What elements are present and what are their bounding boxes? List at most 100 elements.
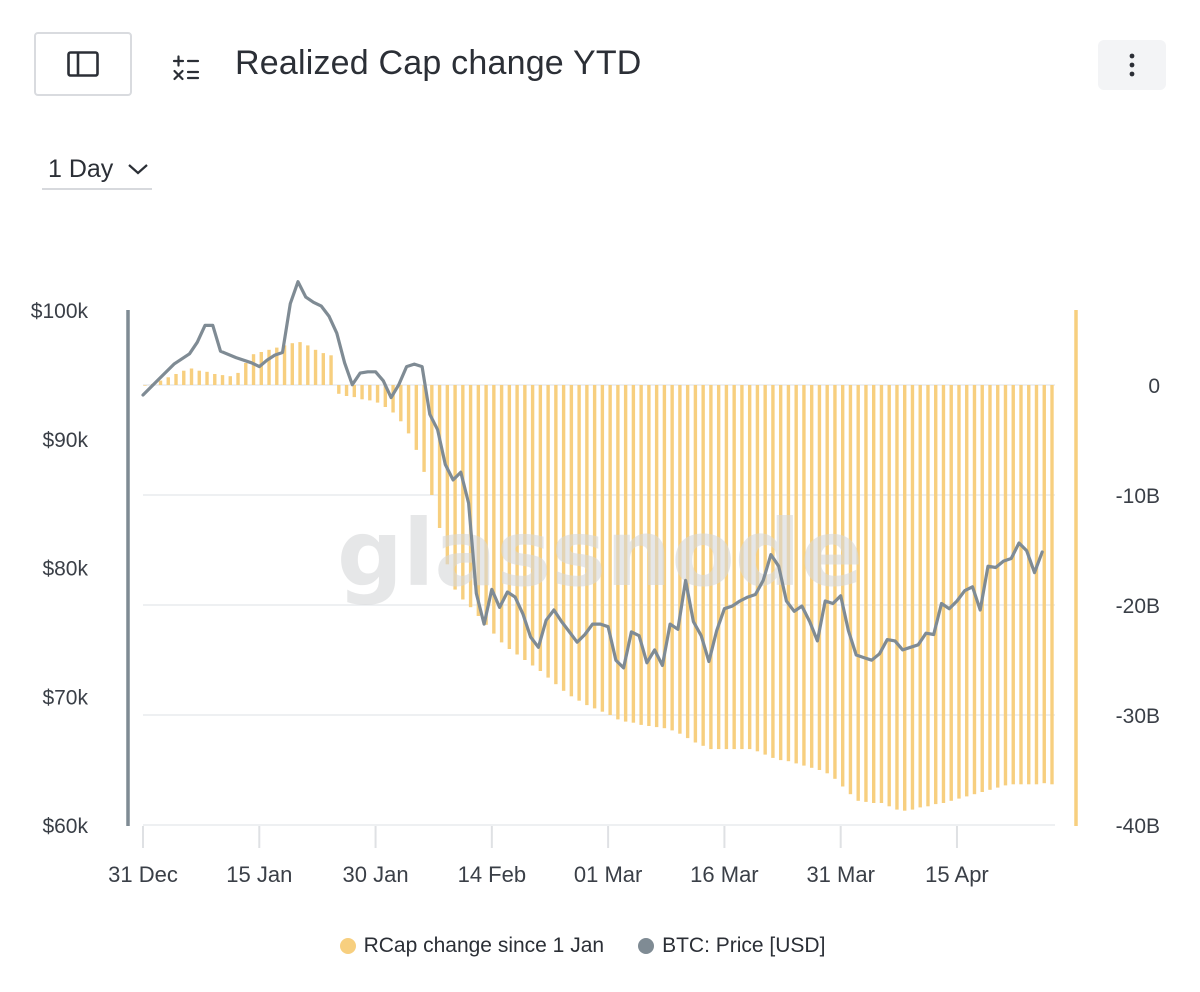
x-axis-tick-label: 30 Jan: [343, 862, 409, 887]
bar: [182, 370, 186, 385]
bar: [492, 385, 496, 634]
x-axis-tick-label: 16 Mar: [690, 862, 758, 887]
bar: [895, 385, 899, 810]
bar: [856, 385, 860, 801]
more-options-button[interactable]: [1098, 40, 1166, 90]
bar: [399, 385, 403, 422]
bar: [236, 372, 240, 385]
bar: [337, 385, 341, 394]
bar: [290, 343, 294, 385]
bar: [329, 355, 333, 385]
bar: [848, 385, 853, 795]
bar: [461, 385, 465, 600]
bar: [724, 385, 729, 750]
bar: [1050, 385, 1054, 785]
bar: [631, 385, 636, 723]
bar: [864, 385, 868, 802]
price-series-line: [141, 280, 1044, 670]
bar: [546, 385, 550, 678]
bar: [213, 374, 217, 385]
bar: [685, 385, 690, 739]
calculator-icon: [172, 55, 200, 81]
bar: [220, 375, 225, 385]
bar: [484, 385, 488, 625]
right-axis-tick-label: -30B: [1116, 705, 1160, 728]
bar: [422, 385, 426, 472]
bar: [980, 385, 984, 792]
page-title: Realized Cap change YTD: [235, 44, 642, 82]
bar: [430, 385, 434, 495]
bar: [515, 385, 519, 655]
bar: [259, 352, 263, 385]
bar: [577, 385, 581, 701]
bar: [716, 385, 721, 750]
bar: [554, 385, 558, 685]
sidebar-toggle-button[interactable]: [34, 32, 132, 96]
right-axis-tick-label: -20B: [1116, 595, 1160, 618]
bar: [267, 349, 271, 385]
bar: [375, 385, 380, 403]
calculator-button[interactable]: [166, 48, 206, 88]
bar: [934, 385, 938, 805]
bar: [794, 385, 798, 764]
bar: [530, 385, 535, 666]
bar: [647, 385, 651, 726]
left-axis-tick-label: $90k: [42, 429, 88, 452]
rcap-bars: [143, 342, 1054, 811]
bar: [840, 385, 845, 787]
bar: [918, 385, 922, 808]
bar: [538, 385, 543, 671]
bar: [949, 385, 953, 801]
bar: [709, 385, 713, 750]
bar: [228, 376, 232, 385]
bar: [747, 385, 752, 750]
bar: [771, 385, 775, 758]
bar: [251, 354, 256, 385]
sidebar-panel-icon: [67, 51, 99, 77]
bar: [275, 347, 279, 385]
bar: [383, 385, 388, 407]
right-axis-tick-label: -10B: [1116, 485, 1160, 508]
bar: [732, 385, 736, 750]
bar: [887, 385, 891, 807]
legend-item-rcap[interactable]: RCap change since 1 Jan: [339, 934, 604, 958]
bar: [701, 385, 705, 746]
legend-swatch-rcap: [339, 938, 356, 954]
resolution-value: 1 Day: [48, 154, 114, 183]
bar: [693, 385, 698, 743]
bar: [988, 385, 992, 790]
bar: [600, 385, 605, 712]
bar: [445, 385, 450, 565]
x-axis-tick-label: 31 Dec: [108, 862, 178, 887]
bar: [910, 385, 915, 810]
bar: [926, 385, 930, 807]
bar: [1042, 385, 1046, 784]
bar: [313, 349, 318, 385]
legend-item-price[interactable]: BTC: Price [USD]: [638, 934, 825, 958]
bar: [523, 385, 527, 660]
bar: [344, 385, 349, 396]
bar: [205, 371, 209, 385]
bar: [166, 377, 170, 385]
bar: [282, 345, 287, 385]
bar: [197, 370, 201, 385]
x-axis-tick-label: 15 Jan: [226, 862, 292, 887]
bar: [786, 385, 791, 762]
bar: [809, 385, 814, 768]
bar: [189, 368, 194, 385]
resolution-select[interactable]: 1 Day: [42, 150, 152, 190]
bar: [585, 385, 589, 706]
bar: [879, 385, 884, 803]
x-axis-tick-label: 31 Mar: [806, 862, 874, 887]
bar: [561, 385, 566, 691]
bar: [437, 385, 442, 528]
right-axis-tick-label: 0: [1148, 375, 1160, 398]
bar: [957, 385, 961, 799]
bar: [244, 363, 248, 385]
bar: [1011, 385, 1015, 785]
bar: [360, 385, 364, 400]
x-axis-tick-label: 14 Feb: [458, 862, 527, 887]
bar: [833, 385, 837, 779]
bar: [941, 385, 946, 803]
